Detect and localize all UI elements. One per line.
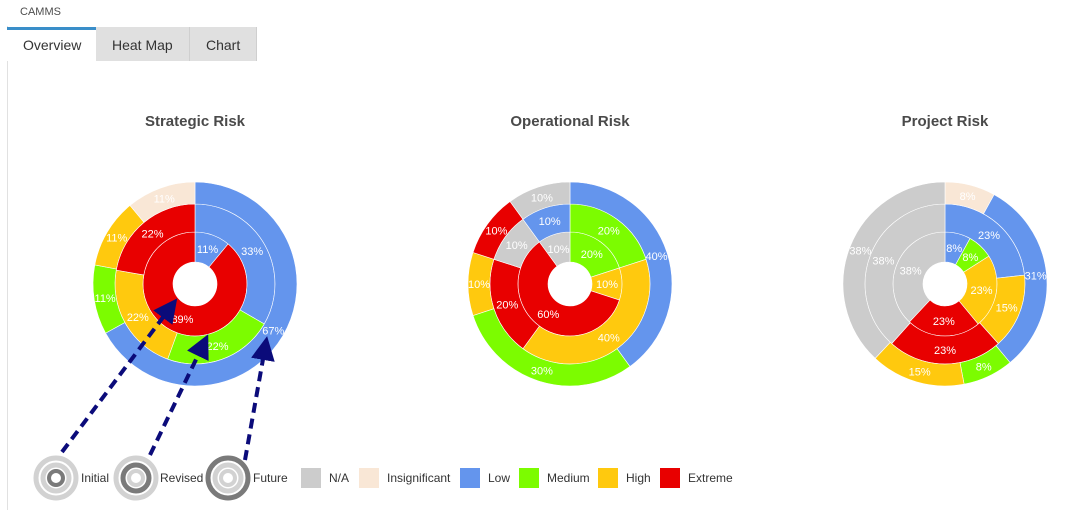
- legend-future-label: Future: [253, 471, 288, 485]
- operational-initial-label-na: 10%: [548, 244, 570, 256]
- operational-future-label-na: 10%: [531, 192, 553, 204]
- strategic-revised-label-high: 22%: [127, 312, 149, 324]
- strategic-initial-label-low: 11%: [197, 244, 218, 256]
- operational-future-label-low: 40%: [646, 251, 668, 263]
- future-ring-icon: [205, 455, 251, 501]
- legend-high-swatch: [598, 468, 618, 488]
- strategic-revised-label-medium: 22%: [207, 341, 229, 353]
- legend-na-label: N/A: [329, 471, 350, 485]
- operational-revised-label-na: 10%: [506, 240, 528, 252]
- legend-high-label: High: [626, 471, 651, 485]
- operational-initial-label-high: 10%: [596, 279, 618, 291]
- legend-medium-swatch: [519, 468, 539, 488]
- project-revised-label-extreme: 23%: [934, 345, 956, 357]
- project-revised-label-low: 23%: [978, 230, 1000, 242]
- project-future-label-medium: 8%: [976, 361, 992, 373]
- legend-insignificant-label: Insignificant: [387, 471, 451, 485]
- operational-revised-label-medium: 20%: [598, 226, 620, 238]
- project-initial-label-na: 38%: [900, 265, 922, 277]
- tab-bar: Overview Heat Map Chart: [7, 27, 257, 61]
- operational-initial-label-extreme: 60%: [537, 309, 559, 321]
- tab-chart[interactable]: Chart: [190, 27, 257, 61]
- strategic-revised-label-extreme: 22%: [142, 228, 164, 240]
- operational-future-label-extreme: 10%: [485, 226, 507, 238]
- legend-medium-label: Medium: [547, 471, 590, 485]
- chart-title-operational: Operational Risk: [510, 113, 630, 130]
- project-revised-label-high: 15%: [996, 303, 1018, 315]
- legend-extreme-swatch: [660, 468, 680, 488]
- project-center-hole: [924, 263, 966, 305]
- operational-future-label-medium: 30%: [531, 366, 553, 378]
- project-future-slice-na[interactable]: [842, 181, 946, 359]
- strategic-initial-label-extreme: 89%: [171, 314, 193, 326]
- revised-ring-icon: [113, 455, 159, 501]
- arrow-revised: [148, 334, 209, 456]
- tab-heat-map[interactable]: Heat Map: [96, 27, 190, 61]
- project-initial-label-extreme: 23%: [933, 316, 955, 328]
- tab-overview[interactable]: Overview: [7, 27, 96, 61]
- operational-revised-label-high: 40%: [598, 332, 620, 344]
- content-frame: [7, 26, 1091, 510]
- project-revised-label-na: 38%: [872, 255, 894, 267]
- project-initial-label-low: 8%: [946, 243, 962, 255]
- legend-low-label: Low: [488, 471, 511, 485]
- strategic-center-hole: [174, 263, 216, 305]
- operational-future-slice-na[interactable]: [509, 181, 571, 220]
- strategic-future-label-medium: 11%: [95, 293, 116, 305]
- strategic-future-slice-insignificant[interactable]: [129, 181, 196, 223]
- strategic-risk-chart: 11% 89% 33% 22% 22% 22% 67% 11% 11% 11%: [92, 181, 298, 387]
- app-title: CAMMS: [20, 6, 61, 18]
- annotation-arrows: [60, 298, 275, 461]
- legend-na-swatch: [301, 468, 321, 488]
- arrow-initial: [60, 298, 178, 454]
- operational-revised-label-low: 10%: [539, 216, 561, 228]
- project-future-label-high: 15%: [909, 366, 931, 378]
- project-risk-chart: 8%8%23%23%38%23%15%23%38%8%31%8%15%38%: [842, 181, 1048, 387]
- project-initial-label-medium: 8%: [962, 252, 978, 264]
- legend-revised-label: Revised: [160, 471, 204, 485]
- strategic-future-label-high: 11%: [106, 233, 127, 245]
- legend-initial-label: Initial: [81, 471, 110, 485]
- operational-revised-label-extreme: 20%: [496, 299, 518, 311]
- strategic-future-label-insignificant: 11%: [154, 193, 175, 205]
- project-initial-label-high: 23%: [971, 285, 993, 297]
- legend-insignificant-swatch: [359, 468, 379, 488]
- operational-risk-chart: 20% 10% 60% 10% 20% 40% 20% 10% 10% 40% 30% 10% 10% 1…: [467, 181, 673, 387]
- strategic-future-label-low: 67%: [262, 325, 284, 337]
- legend-extreme-label: Extreme: [688, 471, 733, 485]
- project-future-label-low: 31%: [1025, 270, 1047, 282]
- initial-ring-icon: [33, 455, 79, 501]
- operational-initial-label-medium: 20%: [581, 249, 603, 261]
- arrow-future: [243, 336, 275, 461]
- chart-title-project: Project Risk: [902, 113, 989, 130]
- strategic-revised-label-low: 33%: [241, 246, 263, 258]
- chart-title-strategic: Strategic Risk: [145, 113, 246, 130]
- project-future-label-na: 38%: [849, 246, 871, 258]
- legend-low-swatch: [460, 468, 480, 488]
- operational-future-label-high: 10%: [468, 279, 490, 291]
- operational-center-hole: [549, 263, 591, 305]
- project-future-label-insignificant: 8%: [960, 191, 976, 203]
- strategic-future-slice-low[interactable]: [105, 181, 298, 387]
